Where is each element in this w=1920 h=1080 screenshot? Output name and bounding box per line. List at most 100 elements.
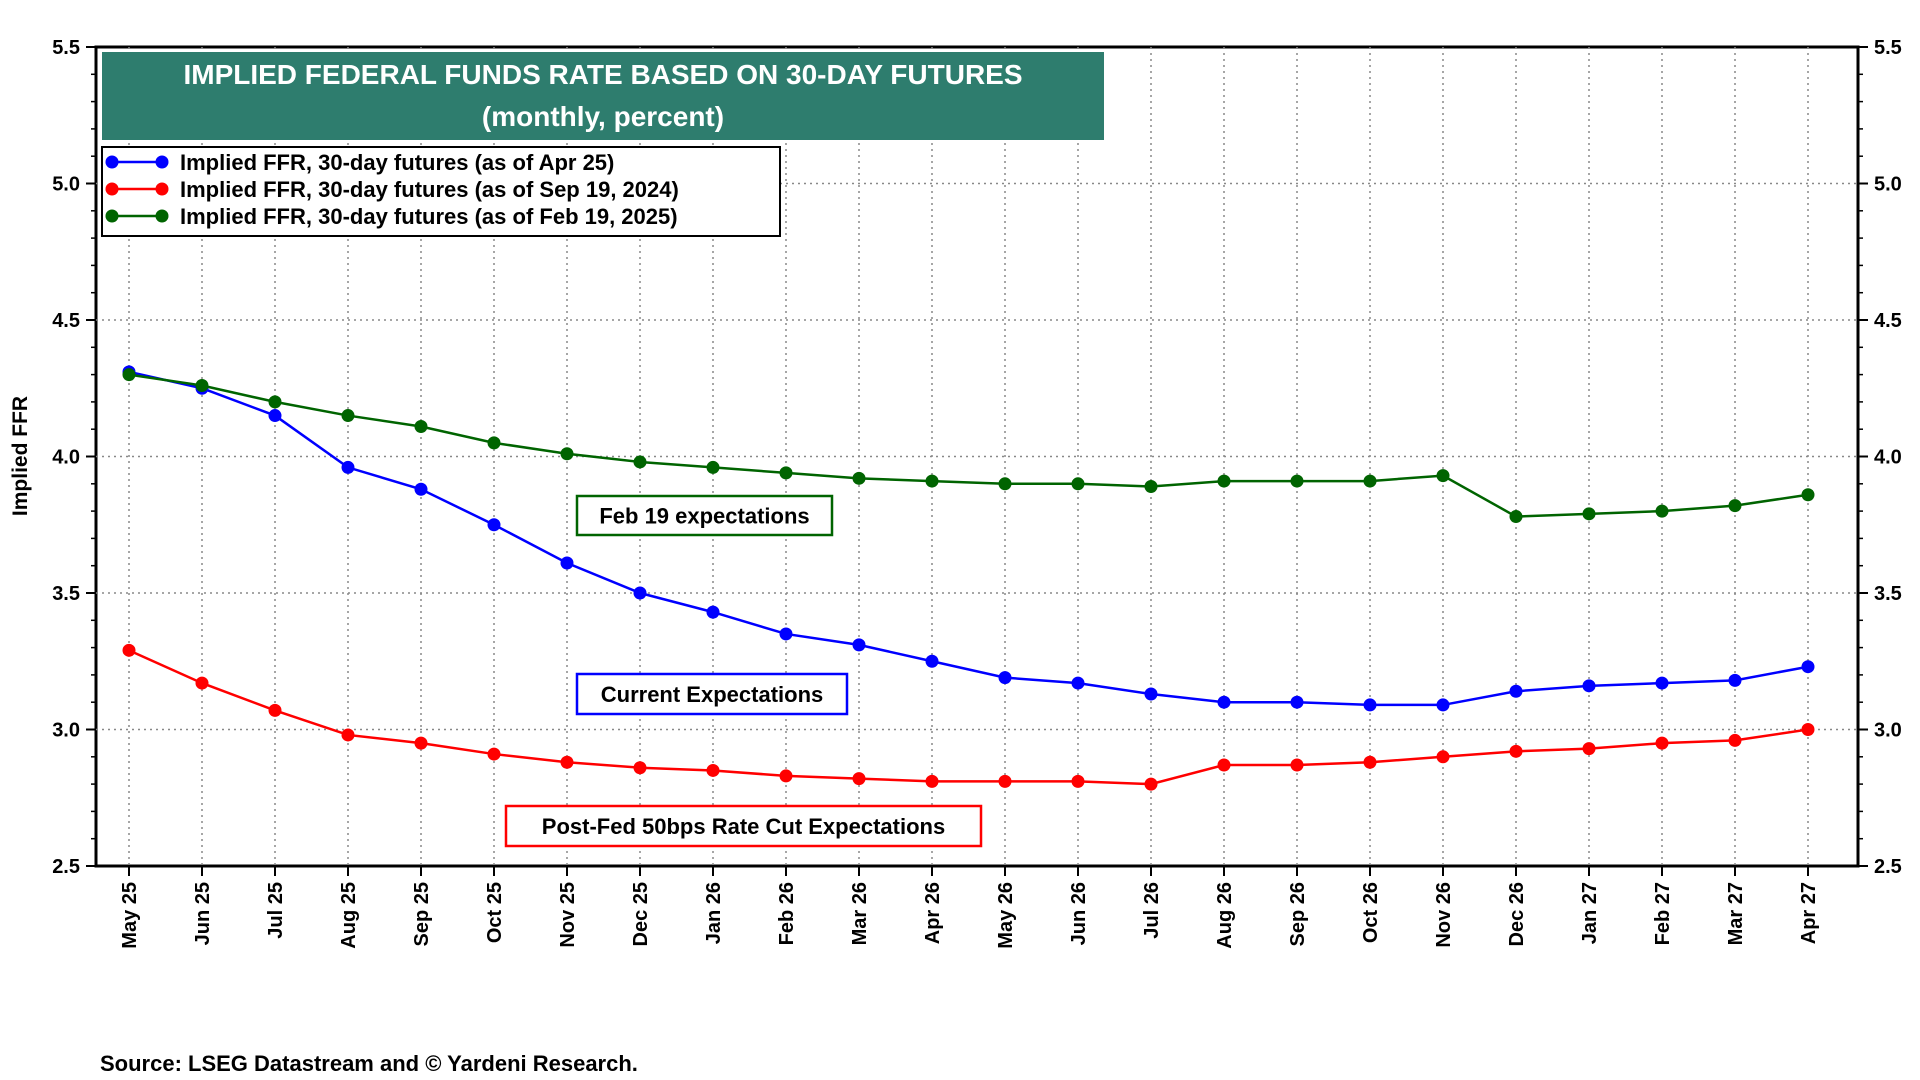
series-0-point-16: [1290, 695, 1304, 709]
legend-marker-start-0: [105, 155, 119, 169]
series-0-point-10: [852, 638, 866, 652]
series-2-point-0: [122, 368, 136, 382]
legend-label-1: Implied FFR, 30-day futures (as of Sep 1…: [180, 177, 679, 202]
series-1-point-17: [1363, 755, 1377, 769]
x-tick-label-18: Nov 26: [1433, 882, 1455, 948]
series-1-point-15: [1217, 758, 1231, 772]
legend-label-2: Implied FFR, 30-day futures (as of Feb 1…: [180, 204, 678, 229]
legend-frame: [101, 146, 781, 237]
x-tick-label-0: May 25: [119, 882, 141, 949]
x-tick-label-3: Aug 25: [338, 882, 360, 949]
y-tick-label-left-2: 3.5: [52, 583, 80, 605]
x-tick-label-12: May 26: [995, 882, 1017, 949]
x-tick-label-13: Jun 26: [1068, 882, 1090, 945]
x-tick-label-23: Apr 27: [1798, 882, 1820, 944]
series-2-point-13: [1071, 477, 1085, 491]
series-0-point-13: [1071, 676, 1085, 690]
chart-title: IMPLIED FEDERAL FUNDS RATE BASED ON 30-D…: [183, 59, 1022, 90]
series-2-point-17: [1363, 474, 1377, 488]
x-tick-label-22: Mar 27: [1725, 882, 1747, 945]
series-2-point-6: [560, 447, 574, 461]
series-1-point-8: [706, 763, 720, 777]
series-0-point-2: [268, 409, 282, 423]
series-2-point-2: [268, 395, 282, 409]
chart-subtitle: (monthly, percent): [482, 101, 724, 132]
y-tick-label-right-5: 5.0: [1874, 174, 1902, 196]
series-0-point-18: [1436, 698, 1450, 712]
legend-marker-end-0: [155, 155, 169, 169]
series-0-point-20: [1582, 679, 1596, 693]
series-0-point-8: [706, 605, 720, 619]
x-tick-label-5: Oct 25: [484, 882, 506, 943]
series-1-point-10: [852, 772, 866, 786]
series-2-point-10: [852, 471, 866, 485]
series-1-point-11: [925, 774, 939, 788]
series-lines: [122, 365, 1815, 791]
series-2-point-15: [1217, 474, 1231, 488]
series-0-point-4: [414, 482, 428, 496]
x-tick-label-9: Feb 26: [776, 882, 798, 945]
annotation-box-0: [575, 494, 834, 537]
series-0-point-12: [998, 671, 1012, 685]
series-1-point-7: [633, 761, 647, 775]
y-tick-label-right-2: 3.5: [1874, 583, 1902, 605]
series-1-point-4: [414, 736, 428, 750]
x-tick-label-19: Dec 26: [1506, 882, 1528, 947]
series-1-point-16: [1290, 758, 1304, 772]
series-0-point-11: [925, 654, 939, 668]
x-tick-label-16: Sep 26: [1287, 882, 1309, 946]
y-axis-title: Implied FFR: [9, 396, 32, 516]
x-tick-label-11: Apr 26: [922, 882, 944, 944]
annotation-label-1: Current Expectations: [601, 682, 824, 707]
series-2-point-7: [633, 455, 647, 469]
title-background: [102, 52, 1104, 140]
series-1-point-3: [341, 728, 355, 742]
x-axis: May 25 Jun 25 Jul 25 Aug 25 Sep 25 Oct 25 Nov …: [119, 866, 1820, 949]
annotation-label-2: Post-Fed 50bps Rate Cut Expectations: [542, 814, 945, 839]
series-0-point-7: [633, 586, 647, 600]
series-2-point-8: [706, 460, 720, 474]
annotation-box-2: [504, 804, 983, 848]
series-2-point-1: [195, 379, 209, 393]
y-tick-label-left-5: 5.0: [52, 174, 80, 196]
series-1-point-12: [998, 774, 1012, 788]
legend-marker-start-1: [105, 182, 119, 196]
series-0-point-15: [1217, 695, 1231, 709]
x-tick-label-6: Nov 25: [557, 882, 579, 948]
x-tick-label-21: Feb 27: [1652, 882, 1674, 945]
series-1-point-22: [1728, 733, 1742, 747]
series-0-point-6: [560, 556, 574, 570]
x-tick-label-4: Sep 25: [411, 882, 433, 946]
x-tick-label-20: Jan 27: [1579, 882, 1601, 944]
x-tick-label-17: Oct 26: [1360, 882, 1382, 943]
x-tick-label-8: Jan 26: [703, 882, 725, 944]
y-tick-label-right-4: 4.5: [1874, 310, 1902, 332]
series-line-1: [128, 649, 1809, 786]
series-0-point-9: [779, 627, 793, 641]
series-0-point-17: [1363, 698, 1377, 712]
chart-title-box: IMPLIED FEDERAL FUNDS RATE BASED ON 30-D…: [102, 52, 1104, 140]
series-2-point-22: [1728, 499, 1742, 513]
series-0-point-14: [1144, 687, 1158, 701]
x-tick-label-15: Aug 26: [1214, 882, 1236, 949]
series-1-point-13: [1071, 774, 1085, 788]
y-axis-left: 2.5 3.0 3.5 4.0 4.5 5.0 5.5: [52, 37, 96, 878]
series-2-point-12: [998, 477, 1012, 491]
series-2-point-11: [925, 474, 939, 488]
x-tick-label-7: Dec 25: [630, 882, 652, 947]
series-line-2: [128, 373, 1809, 518]
series-0-point-21: [1655, 676, 1669, 690]
series-2-point-19: [1509, 510, 1523, 524]
y-tick-label-right-0: 2.5: [1874, 856, 1902, 878]
y-tick-label-right-1: 3.0: [1874, 720, 1902, 742]
legend-label-0: Implied FFR, 30-day futures (as of Apr 2…: [180, 150, 614, 175]
y-tick-label-left-1: 3.0: [52, 720, 80, 742]
series-1-point-9: [779, 769, 793, 783]
series-2-point-20: [1582, 507, 1596, 521]
legend: Implied FFR, 30-day futures (as of Apr 2…: [101, 146, 781, 237]
series-0-point-5: [487, 518, 501, 532]
legend-marker-start-2: [105, 209, 119, 223]
series-2-point-16: [1290, 474, 1304, 488]
y-tick-label-left-6: 5.5: [52, 37, 80, 59]
